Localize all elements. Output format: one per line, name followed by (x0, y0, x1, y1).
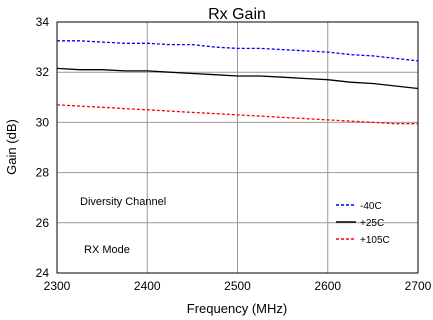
legend-label: -40C (360, 201, 382, 212)
annotation-rx-mode: RX Mode (84, 244, 130, 256)
y-tick-label: 30 (36, 115, 50, 129)
x-tick-label: 2300 (44, 279, 71, 293)
y-tick-labels: 24 26 28 30 32 34 (36, 15, 50, 280)
y-tick-label: 28 (36, 166, 50, 180)
legend: -40C +25C +105C (336, 201, 390, 246)
grid (57, 22, 418, 273)
x-tick-labels: 2300 2400 2500 2600 2700 (44, 279, 432, 293)
series-line-25C (56, 67, 419, 90)
plot-frame (56, 21, 419, 274)
x-axis-label: Frequency (MHz) (187, 301, 287, 316)
chart-title: Rx Gain (208, 6, 266, 23)
y-axis-label: Gain (dB) (4, 119, 19, 175)
annotation-diversity-channel: Diversity Channel (80, 196, 166, 208)
y-tick-label: 24 (36, 266, 50, 280)
x-tick-label: 2600 (314, 279, 341, 293)
x-tick-label: 2500 (224, 279, 251, 293)
y-tick-label: 34 (36, 15, 50, 29)
legend-label: +25C (360, 218, 384, 229)
series-group (56, 40, 419, 125)
legend-label: +105C (360, 235, 390, 246)
x-tick-label: 2700 (405, 279, 432, 293)
y-tick-label: 32 (36, 65, 50, 79)
series-line-40C (57, 40, 419, 62)
x-tick-label: 2400 (134, 279, 161, 293)
series-line-105C (56, 104, 418, 125)
y-tick-label: 26 (36, 216, 50, 230)
